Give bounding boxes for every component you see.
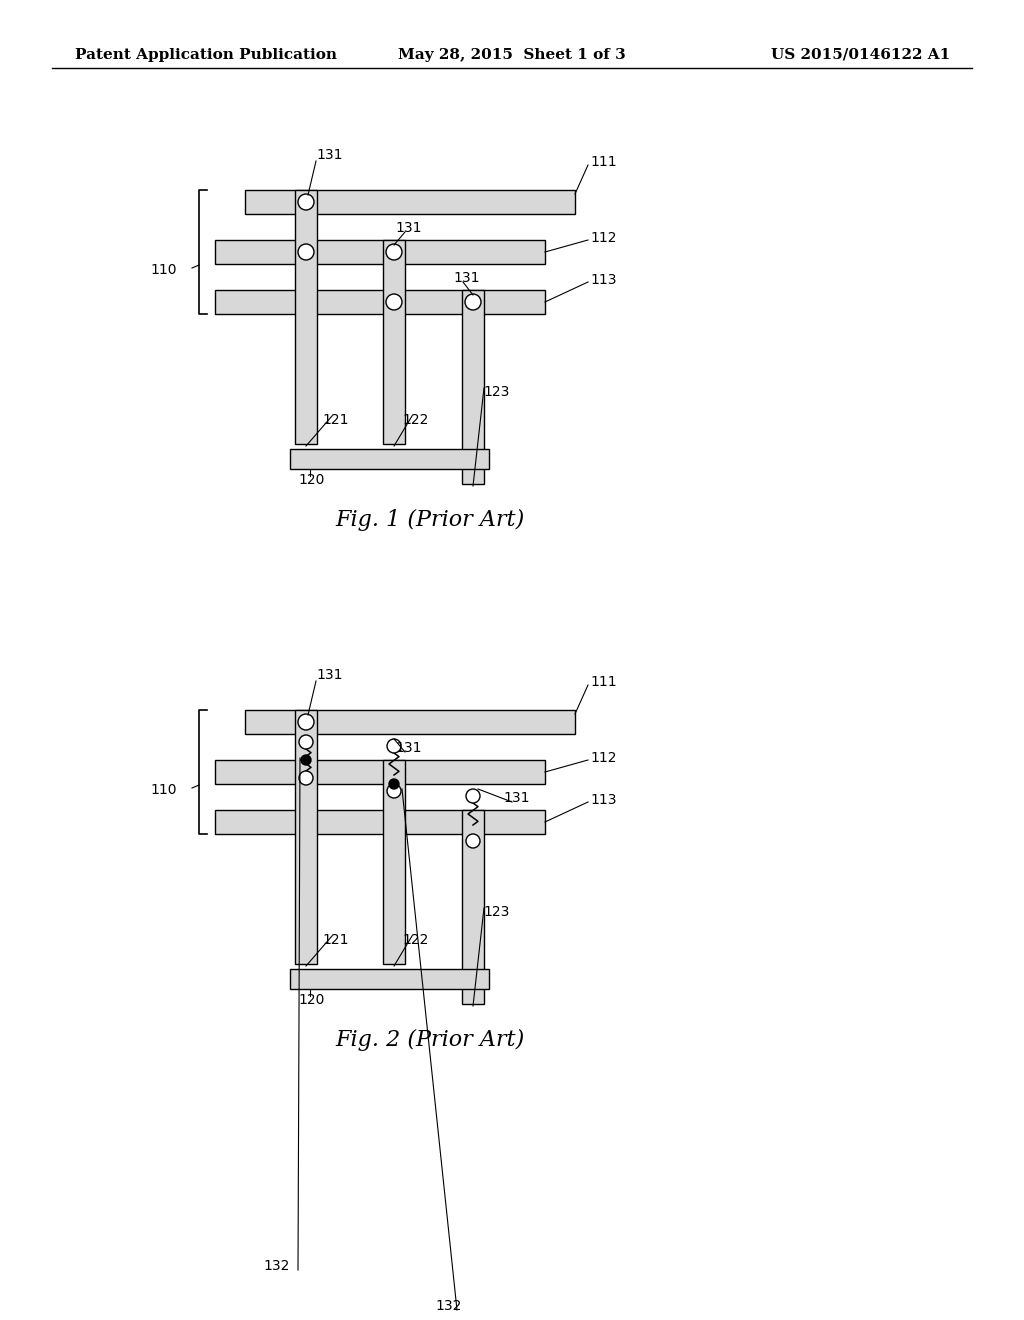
Text: 121: 121 bbox=[322, 413, 348, 426]
Text: 111: 111 bbox=[590, 675, 616, 689]
Bar bbox=[295, 190, 317, 444]
Bar bbox=[215, 760, 545, 784]
Text: Fig. 2 (Prior Art): Fig. 2 (Prior Art) bbox=[336, 1030, 524, 1051]
Circle shape bbox=[301, 755, 311, 766]
Text: 112: 112 bbox=[590, 751, 616, 766]
Circle shape bbox=[387, 739, 401, 752]
Bar bbox=[215, 290, 545, 314]
Text: 113: 113 bbox=[590, 793, 616, 807]
Circle shape bbox=[389, 779, 399, 789]
Text: US 2015/0146122 A1: US 2015/0146122 A1 bbox=[771, 48, 950, 62]
Text: 131: 131 bbox=[316, 148, 342, 162]
Text: 131: 131 bbox=[316, 668, 342, 682]
Bar bbox=[215, 240, 545, 264]
Circle shape bbox=[299, 735, 313, 748]
Bar bbox=[245, 190, 575, 214]
Circle shape bbox=[299, 771, 313, 785]
Circle shape bbox=[298, 244, 314, 260]
Text: 131: 131 bbox=[503, 791, 529, 805]
Circle shape bbox=[386, 244, 402, 260]
Circle shape bbox=[386, 294, 402, 310]
Circle shape bbox=[298, 194, 314, 210]
Text: 113: 113 bbox=[590, 273, 616, 286]
Bar bbox=[245, 710, 575, 734]
Text: 110: 110 bbox=[150, 783, 176, 797]
Text: 120: 120 bbox=[298, 473, 325, 487]
Bar bbox=[295, 710, 317, 964]
Text: 111: 111 bbox=[590, 154, 616, 169]
Text: 122: 122 bbox=[402, 413, 428, 426]
Text: 112: 112 bbox=[590, 231, 616, 246]
Text: May 28, 2015  Sheet 1 of 3: May 28, 2015 Sheet 1 of 3 bbox=[398, 48, 626, 62]
Text: 122: 122 bbox=[402, 933, 428, 946]
Bar bbox=[462, 810, 484, 1005]
Bar bbox=[215, 810, 545, 834]
Text: Patent Application Publication: Patent Application Publication bbox=[75, 48, 337, 62]
Bar bbox=[290, 969, 489, 989]
Text: 131: 131 bbox=[453, 271, 479, 285]
Circle shape bbox=[465, 294, 481, 310]
Text: 120: 120 bbox=[298, 993, 325, 1007]
Text: 110: 110 bbox=[150, 263, 176, 277]
Text: Fig. 1 (Prior Art): Fig. 1 (Prior Art) bbox=[336, 510, 524, 531]
Text: 123: 123 bbox=[483, 906, 509, 919]
Circle shape bbox=[466, 789, 480, 803]
Text: 131: 131 bbox=[395, 741, 422, 755]
Circle shape bbox=[466, 834, 480, 847]
Text: 132: 132 bbox=[263, 1259, 290, 1272]
Circle shape bbox=[298, 714, 314, 730]
Text: 131: 131 bbox=[395, 220, 422, 235]
Text: 121: 121 bbox=[322, 933, 348, 946]
Bar bbox=[383, 760, 406, 964]
Bar bbox=[383, 240, 406, 444]
Bar bbox=[290, 449, 489, 469]
Bar bbox=[462, 290, 484, 484]
Text: 123: 123 bbox=[483, 385, 509, 399]
Circle shape bbox=[387, 784, 401, 799]
Text: 132: 132 bbox=[435, 1299, 462, 1313]
